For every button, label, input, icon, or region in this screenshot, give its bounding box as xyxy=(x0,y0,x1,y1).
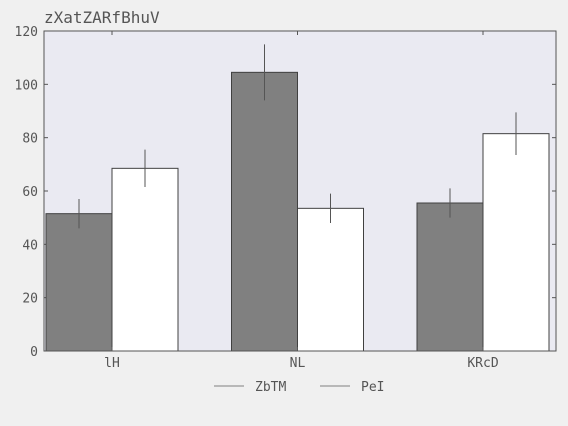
legend: ZbTM PeI xyxy=(214,380,384,395)
x-tick-label: KRcD xyxy=(467,356,498,371)
y-tick-label: 20 xyxy=(22,292,38,307)
x-tick-label: lH xyxy=(104,356,120,371)
bar-ZbTM-NL xyxy=(231,71,298,352)
chart-title: zXatZARfBhuV xyxy=(44,8,160,27)
bar-ZbTM-lH xyxy=(45,213,113,352)
bar-PeI-lH xyxy=(111,167,179,352)
bar-PeI-KRcD xyxy=(482,133,550,352)
y-tick-label: 100 xyxy=(15,78,38,93)
bar-ZbTM-KRcD xyxy=(416,202,484,352)
y-tick-label: 40 xyxy=(22,238,38,253)
legend-label-ZbTM: ZbTM xyxy=(255,380,286,395)
y-tick-label: 60 xyxy=(22,185,38,200)
y-tick-label: 80 xyxy=(22,132,38,147)
legend-label-PeI: PeI xyxy=(361,380,384,395)
y-tick-label: 120 xyxy=(15,25,38,40)
plot-frame xyxy=(43,30,557,352)
x-tick-label: NL xyxy=(290,356,306,371)
y-tick-label: 0 xyxy=(30,345,38,360)
bar-PeI-NL xyxy=(297,207,364,352)
